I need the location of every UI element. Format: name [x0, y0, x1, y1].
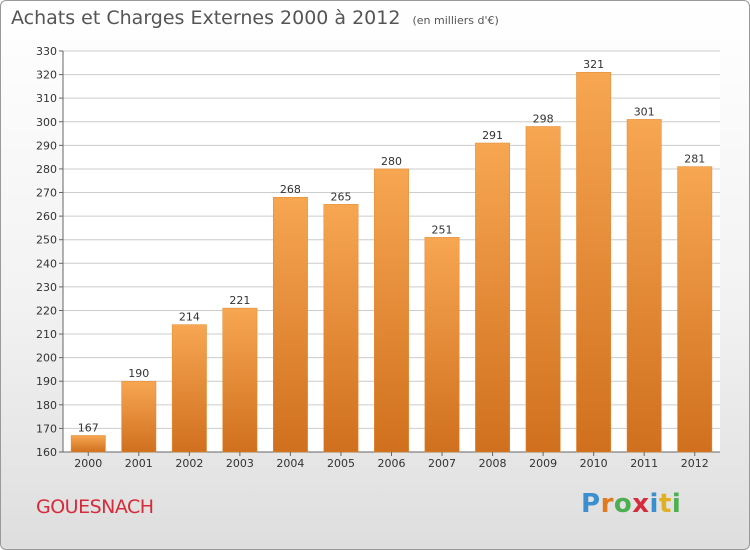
bar: [475, 142, 511, 453]
bar: [424, 237, 460, 453]
logo-letter: i: [671, 489, 682, 519]
x-tick-label: 2012: [681, 457, 709, 470]
y-tick-label: 310: [36, 92, 57, 105]
x-tick-label: 2006: [378, 457, 406, 470]
bar: [171, 324, 207, 453]
y-tick-label: 200: [36, 352, 57, 365]
x-tick-label: 2002: [175, 457, 203, 470]
bar-value-label: 268: [280, 183, 301, 196]
y-tick-label: 170: [36, 422, 57, 435]
x-tick-label: 2007: [428, 457, 456, 470]
x-tick-label: 2005: [327, 457, 355, 470]
chart-title: Achats et Charges Externes 2000 à 2012 (…: [11, 7, 499, 29]
bar-value-label: 221: [229, 294, 250, 307]
y-tick-label: 220: [36, 304, 57, 317]
bar: [626, 119, 662, 453]
bar-value-label: 321: [583, 58, 604, 71]
y-tick-label: 280: [36, 163, 57, 176]
chart-subtitle: (en milliers d'€): [412, 14, 499, 27]
x-tick-label: 2004: [276, 457, 304, 470]
bar-value-label: 291: [482, 129, 503, 142]
x-tick-label: 2010: [580, 457, 608, 470]
bar: [121, 380, 157, 453]
bar: [272, 196, 308, 453]
x-tick-label: 2009: [529, 457, 557, 470]
logo-letter: P: [581, 489, 601, 519]
bar: [323, 204, 359, 453]
chart-title-text: Achats et Charges Externes 2000 à 2012: [11, 7, 401, 29]
logo-letter: o: [613, 489, 633, 519]
bar: [374, 168, 409, 453]
bar-value-label: 280: [381, 155, 402, 168]
bar: [222, 307, 258, 453]
y-tick-label: 270: [36, 187, 57, 200]
commune-name: GOUESNACH: [36, 496, 154, 518]
x-tick-label: 2003: [226, 457, 254, 470]
bar-value-label: 167: [78, 421, 99, 434]
logo-letter: x: [632, 489, 650, 519]
logo-letter: i: [649, 489, 659, 519]
y-tick-label: 320: [36, 69, 57, 82]
x-tick-label: 2000: [74, 457, 102, 470]
bar: [525, 126, 561, 453]
bar: [677, 166, 713, 453]
y-tick-label: 300: [36, 116, 57, 129]
x-tick-label: 2011: [630, 457, 658, 470]
x-tick-label: 2008: [479, 457, 507, 470]
y-tick-label: 230: [36, 281, 57, 294]
bar-value-label: 301: [634, 105, 655, 118]
bar-value-label: 251: [432, 223, 453, 236]
bar-value-label: 281: [684, 153, 705, 166]
y-tick-label: 260: [36, 210, 57, 223]
bar: [70, 435, 106, 453]
y-tick-label: 250: [36, 234, 57, 247]
logo-letter: t: [658, 489, 672, 519]
x-tick-label: 2001: [125, 457, 153, 470]
bar-value-label: 265: [330, 190, 351, 203]
proxiti-logo[interactable]: Proxiti: [581, 489, 681, 519]
logo-letter: r: [600, 489, 614, 519]
y-tick-label: 240: [36, 257, 57, 270]
bar: [576, 71, 612, 453]
bar-value-label: 190: [128, 367, 149, 380]
bar-value-label: 214: [179, 311, 200, 324]
y-tick-label: 190: [36, 375, 57, 388]
y-tick-label: 330: [36, 45, 57, 58]
y-tick-label: 290: [36, 139, 57, 152]
y-tick-label: 210: [36, 328, 57, 341]
bar-value-label: 298: [533, 112, 554, 125]
y-tick-label: 160: [36, 446, 57, 459]
y-tick-label: 180: [36, 399, 57, 412]
